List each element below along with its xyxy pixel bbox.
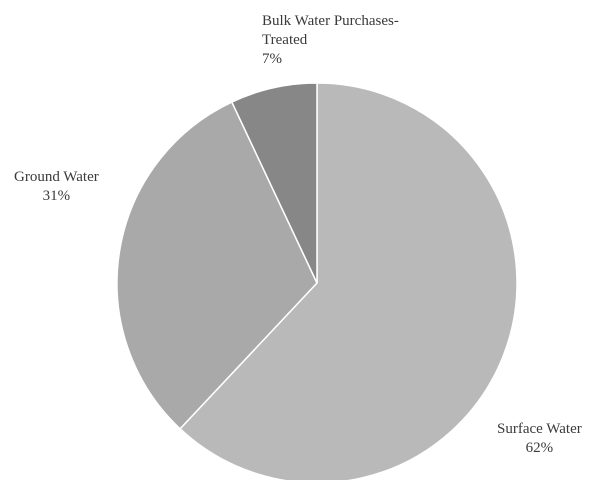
slice-percent-ground-water: 31% bbox=[42, 188, 71, 204]
slice-name-bulk-water-line-1: Bulk Water Purchases- bbox=[262, 13, 399, 29]
data-label-surface-water: Surface Water 62% bbox=[497, 420, 582, 458]
slice-bulk-water bbox=[230, 82, 318, 284]
data-label-ground-water: Ground Water 31% bbox=[14, 168, 99, 206]
data-label-bulk-water: Bulk Water Purchases- Treated 7% bbox=[262, 12, 399, 69]
slice-name-bulk-water-line-2: Treated bbox=[262, 32, 308, 48]
slice-ground-water bbox=[116, 101, 318, 430]
slice-percent-bulk-water: 7% bbox=[262, 51, 282, 67]
slice-name-surface-water: Surface Water bbox=[497, 421, 582, 437]
slice-name-ground-water: Ground Water bbox=[14, 169, 99, 185]
slice-percent-surface-water: 62% bbox=[525, 440, 554, 456]
